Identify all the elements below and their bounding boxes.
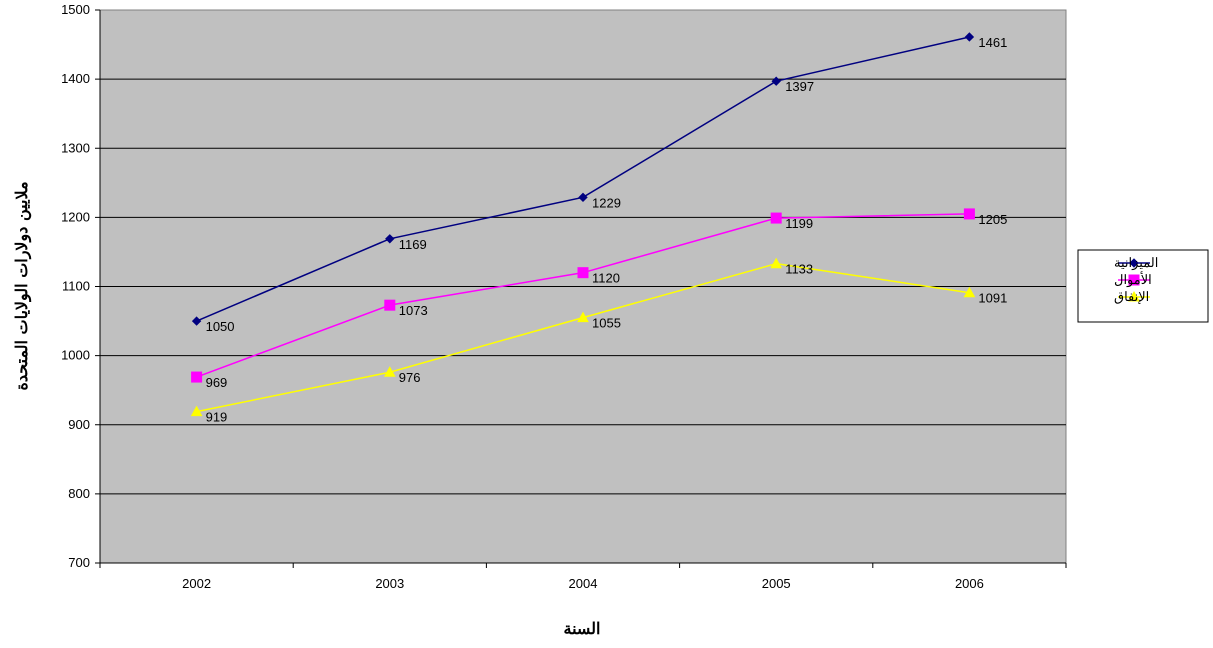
data-point [384, 299, 396, 311]
legend-label: الميزانية [1114, 256, 1158, 271]
y-tick-label: 1500 [61, 2, 90, 17]
y-tick-label: 1300 [61, 140, 90, 155]
x-axis-title: السنة [564, 619, 601, 638]
data-label: 1133 [785, 262, 813, 277]
x-tick-label: 2006 [955, 576, 984, 591]
x-tick-label: 2004 [569, 576, 598, 591]
data-point [577, 267, 589, 279]
data-label: 1199 [785, 216, 813, 231]
data-point [964, 32, 975, 42]
data-label: 1205 [978, 212, 1007, 227]
data-label: 1073 [399, 303, 428, 318]
legend-label: الإنفاق [1114, 290, 1149, 305]
y-tick-label: 800 [68, 486, 90, 501]
x-tick-label: 2003 [375, 576, 404, 591]
data-label: 1229 [592, 195, 621, 210]
data-point [770, 257, 783, 269]
legend-label: الأموال [1114, 271, 1152, 288]
series-3: 919 976 1055 1133 1091 [190, 257, 1007, 425]
y-tick-label: 900 [68, 417, 90, 432]
data-point [578, 192, 588, 203]
series-2: 969 1073 1120 1199 1205 [191, 208, 1007, 390]
data-point [963, 208, 975, 220]
x-tick-label: 2005 [762, 576, 791, 591]
data-point [577, 311, 589, 323]
legend-marker [1129, 258, 1139, 268]
data-label: 1461 [978, 35, 1007, 50]
data-label: 969 [206, 375, 228, 390]
data-point [770, 212, 782, 224]
data-point [191, 371, 203, 383]
data-label: 1050 [206, 319, 235, 334]
y-tick-label: 1100 [62, 279, 90, 294]
data-label: 1120 [592, 271, 620, 286]
x-tick-label: 2002 [182, 576, 211, 591]
data-point [385, 234, 395, 244]
axes: 700 800 900 1000 1100 1200 1300 1400 1500 2002 200… [61, 2, 1067, 591]
data-label: 1091 [978, 291, 1007, 306]
y-tick-label: 700 [68, 555, 90, 570]
data-label: 1169 [399, 237, 427, 252]
data-point [191, 316, 202, 326]
data-point [190, 405, 203, 417]
data-point [963, 286, 976, 298]
legend-marker [1128, 274, 1140, 286]
legend-box [1077, 249, 1209, 323]
gridlines [100, 78, 1066, 495]
data-point [771, 76, 781, 86]
data-label: 1397 [785, 79, 814, 94]
y-tick-label: 1000 [61, 348, 90, 363]
data-point [383, 366, 396, 377]
y-tick-label: 1400 [61, 71, 90, 86]
legend-marker [1128, 290, 1140, 302]
data-label: 1055 [592, 316, 621, 331]
data-label: 976 [399, 370, 421, 385]
y-axis-title: ملايين دولارات الولايات المتحدة [12, 181, 32, 390]
data-label: 919 [206, 410, 228, 425]
y-tick-label: 1200 [61, 209, 90, 224]
series-1: 1050 1169 1229 1397 1461 [191, 32, 1007, 334]
